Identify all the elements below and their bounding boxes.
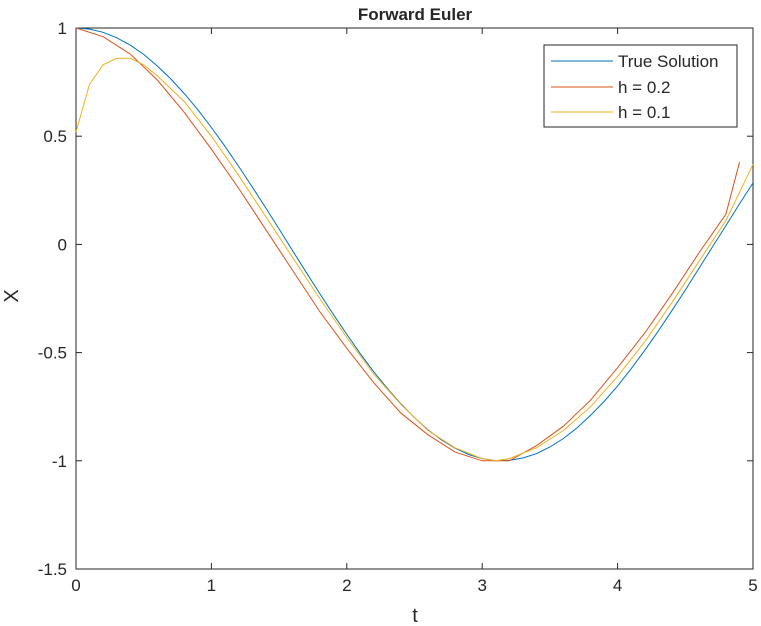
- x-axis-label: t: [412, 605, 418, 626]
- y-tick-label: -0.5: [38, 344, 67, 363]
- y-tick-label: 0.5: [43, 127, 67, 146]
- y-axis-label: X: [1, 289, 23, 302]
- legend: True Solution h = 0.2 h = 0.1: [543, 44, 738, 128]
- series-line-1: [75, 27, 740, 462]
- x-tick-label: 3: [477, 576, 486, 595]
- x-tick-label: 0: [71, 576, 80, 595]
- legend-label-h-0-2: h = 0.2: [618, 78, 670, 97]
- chart-title: Forward Euler: [358, 5, 473, 24]
- legend-label-h-0-1: h = 0.1: [618, 103, 670, 122]
- axis-ticks: 0 1 2 3 4 5 1 0.5 0 -0.5 -1 -1.5: [38, 19, 758, 595]
- x-tick-label: 2: [342, 576, 351, 595]
- series-lines: [75, 27, 754, 462]
- y-tick-label: -1: [52, 452, 67, 471]
- x-tick-label: 4: [613, 576, 622, 595]
- y-tick-label: 0: [58, 235, 67, 254]
- x-tick-label: 5: [748, 576, 757, 595]
- legend-box: [543, 44, 738, 128]
- y-tick-label: 1: [58, 19, 67, 38]
- series-line-2: [75, 57, 754, 462]
- x-tick-label: 1: [207, 576, 216, 595]
- legend-label-true-solution: True Solution: [618, 52, 718, 71]
- y-tick-label: -1.5: [38, 560, 67, 579]
